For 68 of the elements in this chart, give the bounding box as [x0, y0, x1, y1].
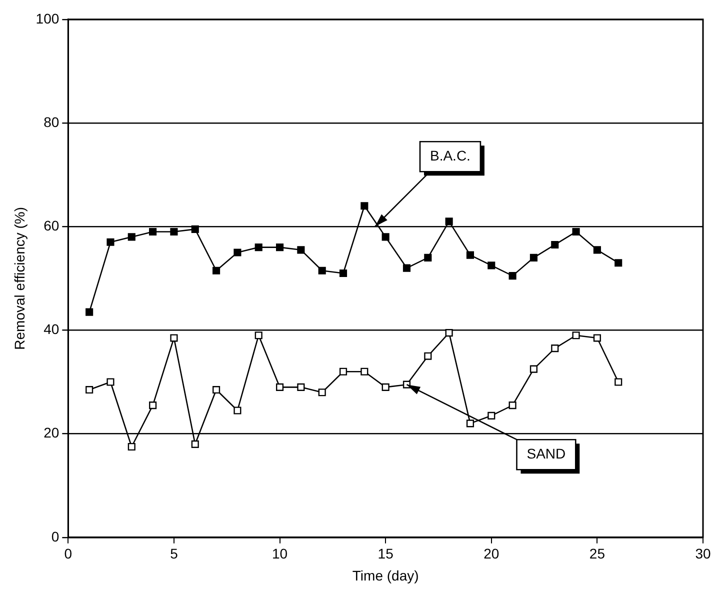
point [191, 225, 199, 233]
y-tick-label: 40 [44, 321, 60, 338]
point [402, 264, 411, 272]
point [572, 332, 580, 340]
x-tick-label: 5 [170, 546, 178, 562]
point [382, 383, 390, 391]
point [128, 442, 136, 451]
point [466, 420, 474, 428]
point [170, 228, 178, 236]
y-tick-label: 100 [36, 10, 60, 26]
point [424, 254, 432, 262]
point [318, 388, 326, 396]
point [466, 251, 474, 259]
point [86, 386, 94, 394]
point [254, 244, 262, 252]
point [191, 440, 199, 448]
x-tick-label: 30 [695, 546, 711, 562]
point [614, 259, 622, 267]
point [488, 262, 496, 270]
point [234, 248, 242, 256]
point [149, 402, 157, 410]
point [614, 378, 622, 386]
point [254, 332, 262, 340]
point [488, 412, 496, 420]
point [360, 202, 368, 210]
point [572, 228, 580, 236]
y-axis-title: Removal efficiency (%) [11, 206, 28, 350]
point [212, 386, 220, 394]
point [382, 233, 390, 241]
point [128, 233, 136, 241]
point [170, 334, 178, 342]
point [551, 240, 559, 249]
y-tick-label: 0 [51, 528, 60, 544]
point [593, 334, 601, 342]
point [339, 368, 348, 376]
point [445, 329, 453, 337]
annotation: SAND [526, 445, 566, 462]
point [106, 238, 114, 246]
y-tick-label: 60 [44, 217, 60, 234]
point [212, 266, 220, 274]
point [297, 383, 305, 391]
point [234, 406, 242, 414]
point [106, 378, 114, 386]
point [86, 308, 94, 316]
x-tick-label: 0 [64, 546, 72, 562]
point [276, 383, 284, 391]
point [508, 272, 516, 280]
point [593, 246, 601, 254]
x-tick-label: 20 [484, 546, 500, 562]
point [360, 368, 368, 376]
point [276, 244, 284, 252]
point [551, 344, 559, 352]
point [530, 254, 538, 262]
point [424, 352, 432, 360]
y-tick-label: 80 [44, 114, 60, 130]
point [149, 228, 157, 236]
y-tick-label: 20 [44, 424, 60, 441]
annotation: B.A.C. [430, 147, 470, 164]
point [445, 218, 453, 226]
point [530, 365, 538, 373]
x-axis-title: Time (day) [352, 567, 419, 584]
x-tick-label: 10 [272, 546, 288, 562]
point [508, 402, 516, 410]
point [297, 246, 305, 254]
point [318, 266, 326, 274]
point [339, 269, 348, 277]
x-tick-label: 25 [589, 546, 606, 562]
x-tick-label: 15 [378, 546, 394, 562]
